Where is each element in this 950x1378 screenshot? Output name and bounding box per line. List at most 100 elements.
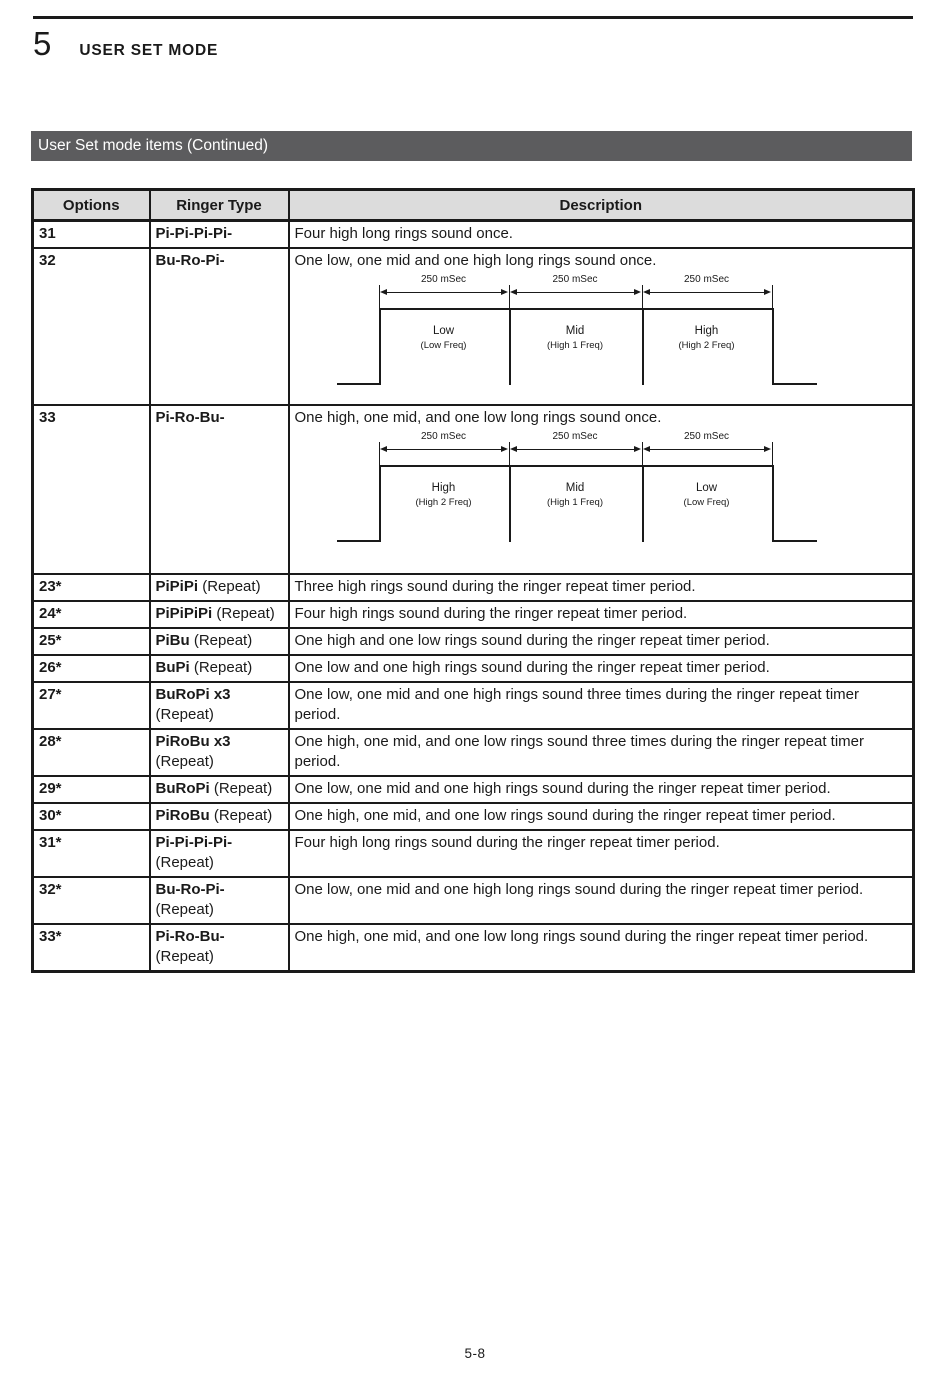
description-text: Four high long rings sound during the ri… <box>294 834 720 851</box>
arrowhead-right-icon <box>633 446 641 452</box>
table-row: 29* BuRoPi (Repeat) One low, one mid and o… <box>31 775 915 804</box>
table-row: 23* PiPiPi (Repeat) Three high rings sound… <box>31 573 915 602</box>
ringer-type-name: PiRoBu x3 <box>155 733 231 750</box>
waveform-top-line <box>378 465 774 467</box>
description-cell: Three high rings sound during the ringer… <box>287 573 915 602</box>
segment-name-label: High <box>694 325 719 337</box>
description-cell: One high, one mid, and one low long ring… <box>287 404 915 575</box>
description-text: One low and one high rings sound during … <box>294 659 770 676</box>
segment-name-label: Low <box>432 325 455 337</box>
description-cell: One low, one mid and one high long rings… <box>287 247 915 406</box>
description-text: Four high rings sound during the ringer … <box>294 605 688 622</box>
segment-freq-label: (High 1 Freq) <box>547 340 603 351</box>
table-row: 31* Pi-Pi-Pi-Pi- (Repeat) Four high long ri… <box>31 829 915 878</box>
ringer-type-cell: BuRoPi x3 (Repeat) <box>148 681 290 730</box>
waveform-top-line <box>378 308 774 310</box>
page-number: 5-8 <box>464 1346 486 1361</box>
description-text: One high, one mid, and one low long ring… <box>294 409 662 426</box>
ringer-type-cell: PiRoBu (Repeat) <box>148 802 290 831</box>
waveform-baseline-left <box>336 540 379 542</box>
arrowhead-right-icon <box>500 289 508 295</box>
segment-name-label: High <box>431 482 456 494</box>
option-cell: 23* <box>31 573 151 602</box>
duration-label: 250 mSec <box>552 274 598 285</box>
duration-label: 250 mSec <box>552 431 598 442</box>
chapter-heading: 5 USER SET MODE <box>33 26 218 62</box>
waveform-rise-edge <box>378 465 381 542</box>
ringer-type-cell: BuRoPi (Repeat) <box>148 775 290 804</box>
segment-freq-label: (High 1 Freq) <box>547 497 603 508</box>
table-row: 33* Pi-Ro-Bu- (Repeat) One high, one mid, a… <box>31 923 915 973</box>
description-text: One low, one mid and one high long rings… <box>294 252 657 269</box>
dimension-tick <box>771 442 773 466</box>
ringer-type-name: Pi-Ro-Bu- <box>155 409 225 426</box>
segment-freq-label: (High 2 Freq) <box>415 497 472 508</box>
ringer-type-cell: PiBu (Repeat) <box>148 627 290 656</box>
option-cell: 33* <box>31 923 151 973</box>
waveform-fall-edge <box>771 465 774 542</box>
option-cell: 25* <box>31 627 151 656</box>
ring-timing-diagram: 250 mSec Low (Low Freq) 250 mSec Mid (High 1 … <box>295 273 908 389</box>
dimension-arrow-line <box>647 449 766 450</box>
ringer-type-name: Bu-Ro-Pi- <box>155 252 225 269</box>
ringer-type-cell: PiPiPiPi (Repeat) <box>148 600 290 629</box>
description-text: One high, one mid, and one low long ring… <box>294 928 869 945</box>
description-text: One low, one mid and one high rings soun… <box>294 686 860 723</box>
arrowhead-left-icon <box>379 446 387 452</box>
option-cell: 31* <box>31 829 151 878</box>
dimension-arrow-line <box>514 449 636 450</box>
option-cell: 26* <box>31 654 151 683</box>
description-text: One low, one mid and one high long rings… <box>294 881 864 898</box>
ringer-type-cell: Pi-Ro-Bu- <box>148 404 290 575</box>
description-cell: Four high long rings sound during the ri… <box>287 829 915 878</box>
segment-name-label: Low <box>695 482 718 494</box>
table-row: 33 Pi-Ro-Bu- One high, one mid, and one lo… <box>31 404 915 575</box>
description-cell: One low, one mid and one high rings soun… <box>287 775 915 804</box>
ringer-type-cell: Pi-Pi-Pi-Pi- (Repeat) <box>148 829 290 878</box>
table-row: 27* BuRoPi x3 (Repeat) One low, one mid and… <box>31 681 915 730</box>
column-header-description: Description <box>287 188 915 222</box>
waveform-fall-edge <box>771 308 774 385</box>
description-text: One low, one mid and one high rings soun… <box>294 780 831 797</box>
description-text: Three high rings sound during the ringer… <box>294 578 696 595</box>
option-cell: 30* <box>31 802 151 831</box>
segment-freq-label: (Low Freq) <box>683 497 730 508</box>
dimension-arrow-line <box>514 292 636 293</box>
waveform-baseline-left <box>336 383 379 385</box>
table-row: 24* PiPiPiPi (Repeat) Four high rings soun… <box>31 600 915 629</box>
dimension-tick <box>378 285 380 309</box>
segment-divider <box>508 465 511 542</box>
ringer-type-cell: PiPiPi (Repeat) <box>148 573 290 602</box>
option-cell: 32* <box>31 876 151 925</box>
table-row: 31 Pi-Pi-Pi-Pi- Four high long rings sound… <box>31 219 915 249</box>
duration-label: 250 mSec <box>420 431 467 442</box>
column-header-ringer-type: Ringer Type <box>148 188 290 222</box>
ringer-type-name: Bu-Ro-Pi- <box>155 881 225 898</box>
description-cell: One high, one mid, and one low rings sou… <box>287 802 915 831</box>
arrowhead-left-icon <box>379 289 387 295</box>
option-cell: 33 <box>31 404 151 575</box>
arrowhead-left-icon <box>509 446 517 452</box>
segment-name-label: Mid <box>565 325 585 337</box>
user-set-items-table: Options Ringer Type Description 31 Pi-Pi-… <box>31 188 915 973</box>
dimension-tick <box>641 442 643 466</box>
ringer-type-cell: Pi-Pi-Pi-Pi- <box>148 219 290 249</box>
duration-label: 250 mSec <box>683 274 730 285</box>
dimension-arrow-line <box>647 292 766 293</box>
segment-divider <box>641 308 644 385</box>
segment-freq-label: (High 2 Freq) <box>678 340 735 351</box>
table-row: 32* Bu-Ro-Pi- (Repeat) One low, one mid and… <box>31 876 915 925</box>
segment-name-label: Mid <box>565 482 585 494</box>
waveform-rise-edge <box>378 308 381 385</box>
segment-divider <box>508 308 511 385</box>
dimension-arrow-line <box>384 449 503 450</box>
segment-freq-label: (Low Freq) <box>420 340 467 351</box>
table-row: 32 Bu-Ro-Pi- One low, one mid and one high… <box>31 247 915 406</box>
duration-label: 250 mSec <box>420 274 467 285</box>
segment-divider <box>641 465 644 542</box>
arrowhead-left-icon <box>642 289 650 295</box>
arrowhead-left-icon <box>509 289 517 295</box>
option-cell: 31 <box>31 219 151 249</box>
ringer-type-name: BuRoPi x3 <box>155 686 231 703</box>
ringer-type-cell: PiRoBu x3 (Repeat) <box>148 728 290 777</box>
